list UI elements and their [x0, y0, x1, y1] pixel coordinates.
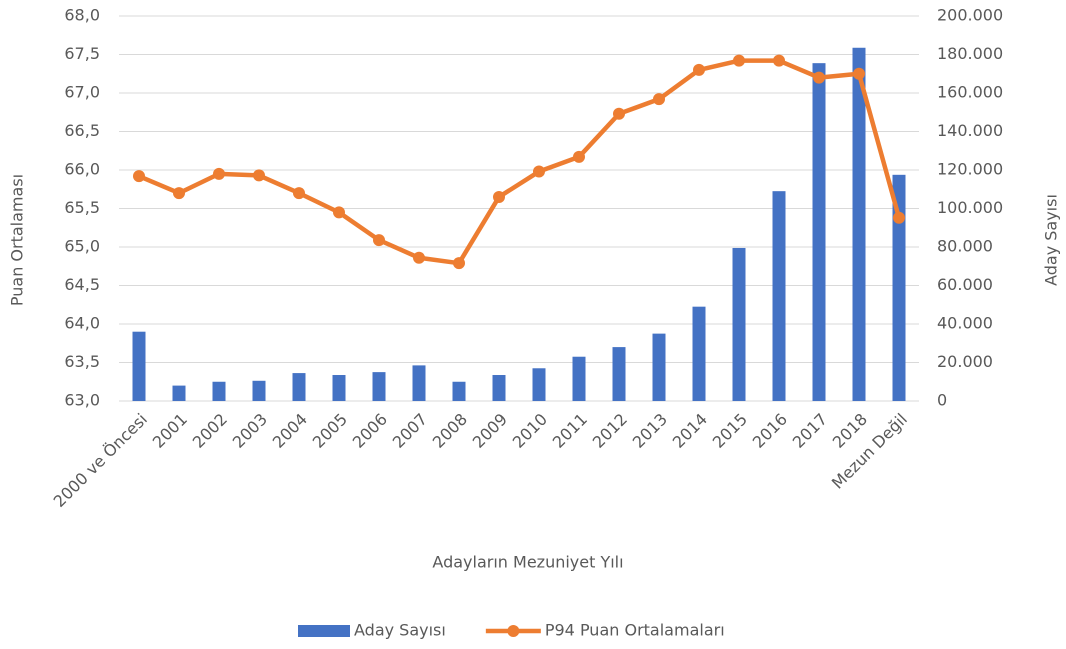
bar — [572, 356, 586, 401]
bar — [172, 385, 186, 401]
x-tick-label: 2016 — [749, 410, 791, 452]
x-tick-label: 2002 — [189, 410, 231, 452]
y2-tick-label: 160.000 — [937, 83, 1003, 102]
y2-tick-label: 100.000 — [937, 198, 1003, 217]
bar — [772, 191, 786, 401]
x-tick-label: 2006 — [349, 410, 391, 452]
line-marker — [853, 67, 865, 80]
x-tick-label: 2010 — [509, 410, 551, 452]
y-tick-label: 68,0 — [64, 6, 100, 25]
line-marker — [133, 170, 145, 183]
x-tick-label: 2001 — [149, 410, 191, 452]
legend-label: Aday Sayısı — [354, 621, 446, 640]
bar — [812, 63, 826, 401]
y-tick-label: 64,0 — [64, 314, 100, 333]
y-tick-label: 66,5 — [64, 121, 100, 140]
line-marker — [373, 234, 385, 247]
line-marker — [173, 187, 185, 200]
bar — [252, 380, 266, 401]
bar — [732, 247, 746, 401]
x-tick-label: 2012 — [589, 410, 631, 452]
y2-axis-title: Aday Sayısı — [1042, 194, 1061, 286]
line — [138, 58, 902, 266]
bar — [332, 375, 346, 401]
y-tick-label: 67,5 — [64, 44, 100, 63]
bar — [132, 331, 146, 401]
x-tick-label: 2000 ve Öncesi — [50, 410, 151, 511]
y-tick-label: 65,0 — [64, 237, 100, 256]
bar — [892, 174, 906, 401]
line-marker — [493, 190, 505, 203]
line-marker — [893, 211, 905, 224]
x-tick-label: 2008 — [429, 410, 471, 452]
line-marker — [333, 206, 345, 219]
x-tick-label: 2009 — [469, 410, 511, 452]
line-marker — [573, 150, 585, 163]
x-tick-label: 2015 — [709, 410, 751, 452]
y2-tick-label: 180.000 — [937, 44, 1003, 63]
bar — [212, 381, 226, 401]
y2-tick-label: 40.000 — [937, 314, 993, 333]
y-tick-label: 64,5 — [64, 275, 100, 294]
bar — [492, 375, 506, 401]
line-marker — [653, 93, 665, 106]
line-marker — [533, 165, 545, 178]
y2-tick-label: 60.000 — [937, 275, 993, 294]
line-marker — [693, 63, 705, 76]
line-marker — [253, 169, 265, 182]
line-marker — [613, 107, 625, 120]
legend-label: P94 Puan Ortalamaları — [545, 621, 725, 640]
y2-tick-label: 0 — [937, 391, 947, 410]
x-tick-label: 2003 — [229, 410, 271, 452]
line-marker — [293, 187, 305, 200]
y2-tick-label: 140.000 — [937, 121, 1003, 140]
line-marker — [733, 54, 745, 67]
x-tick-label: 2013 — [629, 410, 671, 452]
x-tick-label: 2017 — [789, 410, 831, 452]
line-marker — [453, 257, 465, 270]
x-axis-title: Adayların Mezuniyet Yılı — [432, 553, 623, 572]
bar — [852, 47, 866, 401]
bar — [412, 365, 426, 401]
x-tick-label: 2007 — [389, 410, 431, 452]
y2-tick-label: 80.000 — [937, 237, 993, 256]
bar — [292, 373, 306, 401]
x-tick-label: 2005 — [309, 410, 351, 452]
y2-tick-label: 20.000 — [937, 352, 993, 371]
bar — [372, 372, 386, 401]
legend-swatch — [298, 625, 350, 637]
x-tick-label: 2011 — [549, 410, 591, 452]
x-tick-label: 2014 — [669, 410, 711, 452]
bar — [612, 347, 626, 401]
x-tick-label: 2004 — [269, 410, 311, 452]
bar — [652, 333, 666, 401]
line-marker — [773, 54, 785, 67]
y-tick-label: 67,0 — [64, 83, 100, 102]
line-marker — [813, 71, 825, 84]
bar — [532, 368, 546, 401]
y-tick-label: 63,0 — [64, 391, 100, 410]
line-marker — [413, 251, 425, 264]
y-axis-title: Puan Ortalaması — [8, 174, 27, 306]
y-tick-label: 66,0 — [64, 160, 100, 179]
line-marker — [213, 167, 225, 180]
legend-swatch-marker — [507, 625, 520, 637]
bar — [452, 381, 466, 401]
bar — [692, 306, 706, 401]
y2-tick-label: 120.000 — [937, 160, 1003, 179]
y2-tick-label: 200.000 — [937, 6, 1003, 25]
y-tick-label: 65,5 — [64, 198, 100, 217]
y-tick-label: 63,5 — [64, 352, 100, 371]
